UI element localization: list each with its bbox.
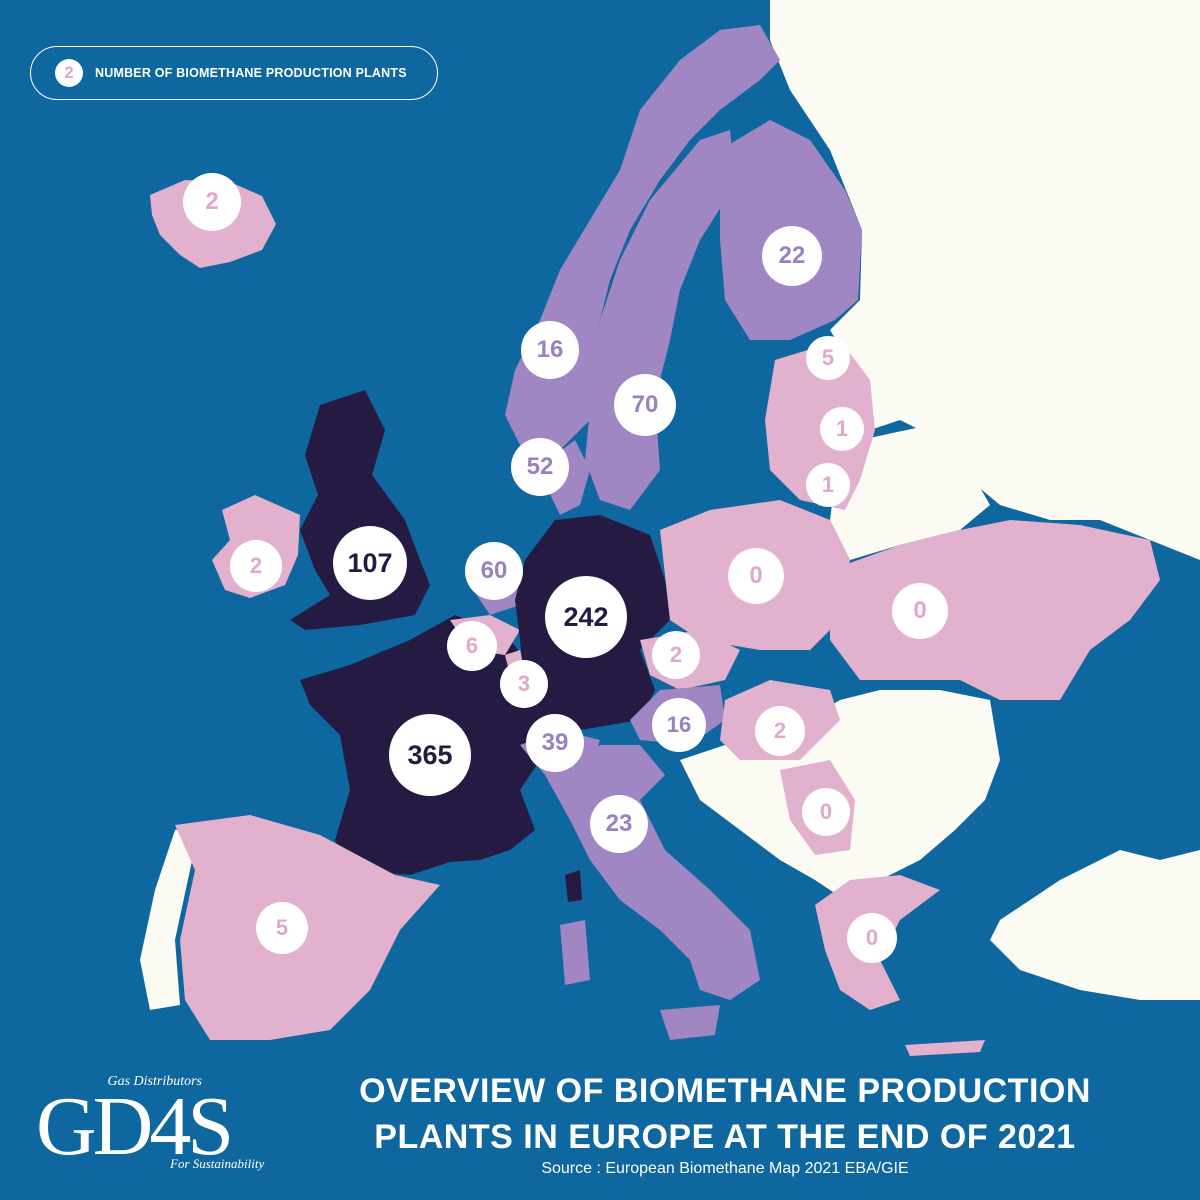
value-bubble-ukraine: 0 [892, 583, 948, 639]
value-bubble-serbia: 0 [802, 788, 850, 836]
logo-top-text: Gas Distributors [107, 1074, 202, 1089]
value-bubble-iceland: 2 [183, 173, 241, 231]
land-turkey [990, 850, 1200, 1000]
land-belarus [830, 425, 990, 560]
value-bubble-france: 365 [389, 714, 471, 796]
value-bubble-estonia: 5 [806, 336, 850, 380]
title-line-2: PLANTS IN EUROPE AT THE END OF 2021 [374, 1118, 1076, 1156]
legend-sample-bubble: 2 [55, 59, 83, 87]
value-bubble-italy: 23 [590, 795, 648, 853]
value-bubble-ireland: 2 [230, 540, 282, 592]
land-corsica [565, 870, 582, 902]
value-bubble-norway: 16 [521, 321, 579, 379]
value-bubble-latvia: 1 [820, 407, 864, 451]
title-line-1: OVERVIEW OF BIOMETHANE PRODUCTION [359, 1072, 1091, 1110]
legend-label: NUMBER OF BIOMETHANE PRODUCTION PLANTS [95, 66, 407, 80]
value-bubble-belgium: 6 [447, 621, 497, 671]
land-crete [905, 1040, 985, 1056]
legend: 2 NUMBER OF BIOMETHANE PRODUCTION PLANTS [30, 46, 438, 100]
land-sicily [660, 1005, 720, 1040]
value-bubble-switzerland: 39 [526, 714, 584, 772]
logo-bottom-text: For Sustainability [170, 1156, 265, 1171]
value-bubble-hungary: 2 [755, 706, 805, 756]
source-note: Source : European Biomethane Map 2021 EB… [541, 1160, 909, 1177]
logo-main-text: GD4S [36, 1080, 234, 1173]
value-bubble-denmark: 52 [511, 438, 569, 496]
value-bubble-netherlands: 60 [465, 542, 523, 600]
value-bubble-sweden: 70 [614, 374, 676, 436]
value-bubble-poland: 0 [728, 548, 784, 604]
page-title: OVERVIEW OF BIOMETHANE PRODUCTION PLANTS… [330, 1068, 1120, 1160]
land-sardinia [560, 920, 590, 985]
value-bubble-spain: 5 [256, 902, 308, 954]
value-bubble-czechia: 2 [652, 631, 700, 679]
value-bubble-finland: 22 [762, 226, 822, 286]
value-bubble-lithuania: 1 [806, 463, 850, 507]
land-russia-north [880, 0, 1200, 160]
value-bubble-united-kingdom: 107 [333, 526, 407, 600]
land-ukraine [830, 520, 1160, 700]
value-bubble-greece: 0 [847, 913, 897, 963]
value-bubble-luxembourg: 3 [500, 660, 548, 708]
land-portugal [140, 825, 200, 1010]
value-bubble-austria: 16 [652, 698, 706, 752]
value-bubble-germany: 242 [545, 576, 627, 658]
gd4s-logo: Gas Distributors GD4S For Sustainability [30, 1072, 320, 1182]
